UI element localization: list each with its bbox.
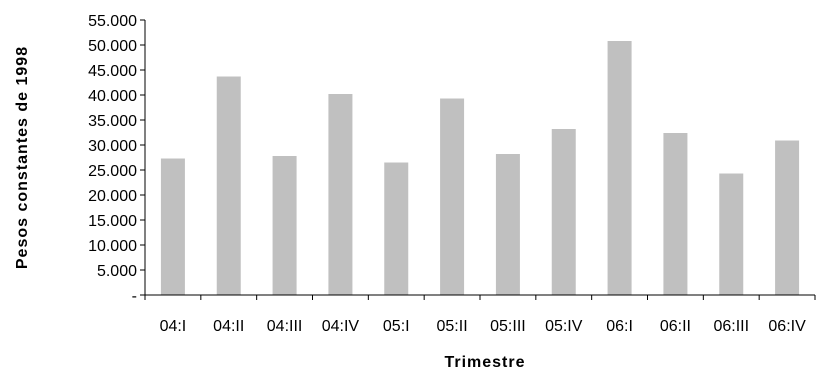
x-tick-label: 06:I [606,318,633,335]
y-tick-label: 45.000 [88,63,137,80]
y-tick-label: 10.000 [88,238,137,255]
x-axis-ticks: 04:I 04:II 04:III 04:IV 05:I 05:II 05:III 05:IV… [144,295,816,335]
y-tick-label: - [132,288,137,305]
bars-group [160,41,800,295]
x-tick-label: 05:I [383,318,410,335]
bar-04:I [160,158,185,295]
x-tick-label: 05:IV [545,318,583,335]
bar-04:IV [328,94,353,295]
y-tick-label: 55.000 [88,13,137,30]
bar-04:II [216,76,241,295]
y-tick-label: 35.000 [88,113,137,130]
y-axis-ticks: - 5.000 10.000 15.000 20.000 25.000 30.000 35.0… [88,13,145,305]
bar-06:IV [775,140,800,295]
x-tick-label: 05:II [437,318,468,335]
x-tick-label: 04:I [160,318,187,335]
y-tick-label: 5.000 [97,263,137,280]
bar-05:IV [551,129,576,295]
x-tick-label: 05:III [490,318,526,335]
x-tick-label: 04:IV [322,318,360,335]
x-tick-label: 06:III [713,318,749,335]
bar-05:I [384,162,409,295]
x-tick-label: 04:II [213,318,244,335]
y-tick-label: 25.000 [88,163,137,180]
y-tick-label: 30.000 [88,138,137,155]
x-tick-label: 04:III [267,318,303,335]
x-tick-label: 06:II [660,318,691,335]
y-tick-label: 50.000 [88,38,137,55]
bar-06:III [719,173,744,295]
bar-06:II [663,133,688,295]
y-tick-label: 40.000 [88,88,137,105]
bar-05:II [440,98,465,295]
y-axis-title: Pesos constantes de 1998 [14,46,31,269]
x-axis-title: Trimestre [444,354,525,371]
bar-06:I [607,41,632,295]
x-tick-label: 06:IV [768,318,806,335]
bar-05:III [495,154,520,295]
y-tick-label: 15.000 [88,213,137,230]
y-tick-label: 20.000 [88,188,137,205]
bar-04:III [272,156,297,295]
